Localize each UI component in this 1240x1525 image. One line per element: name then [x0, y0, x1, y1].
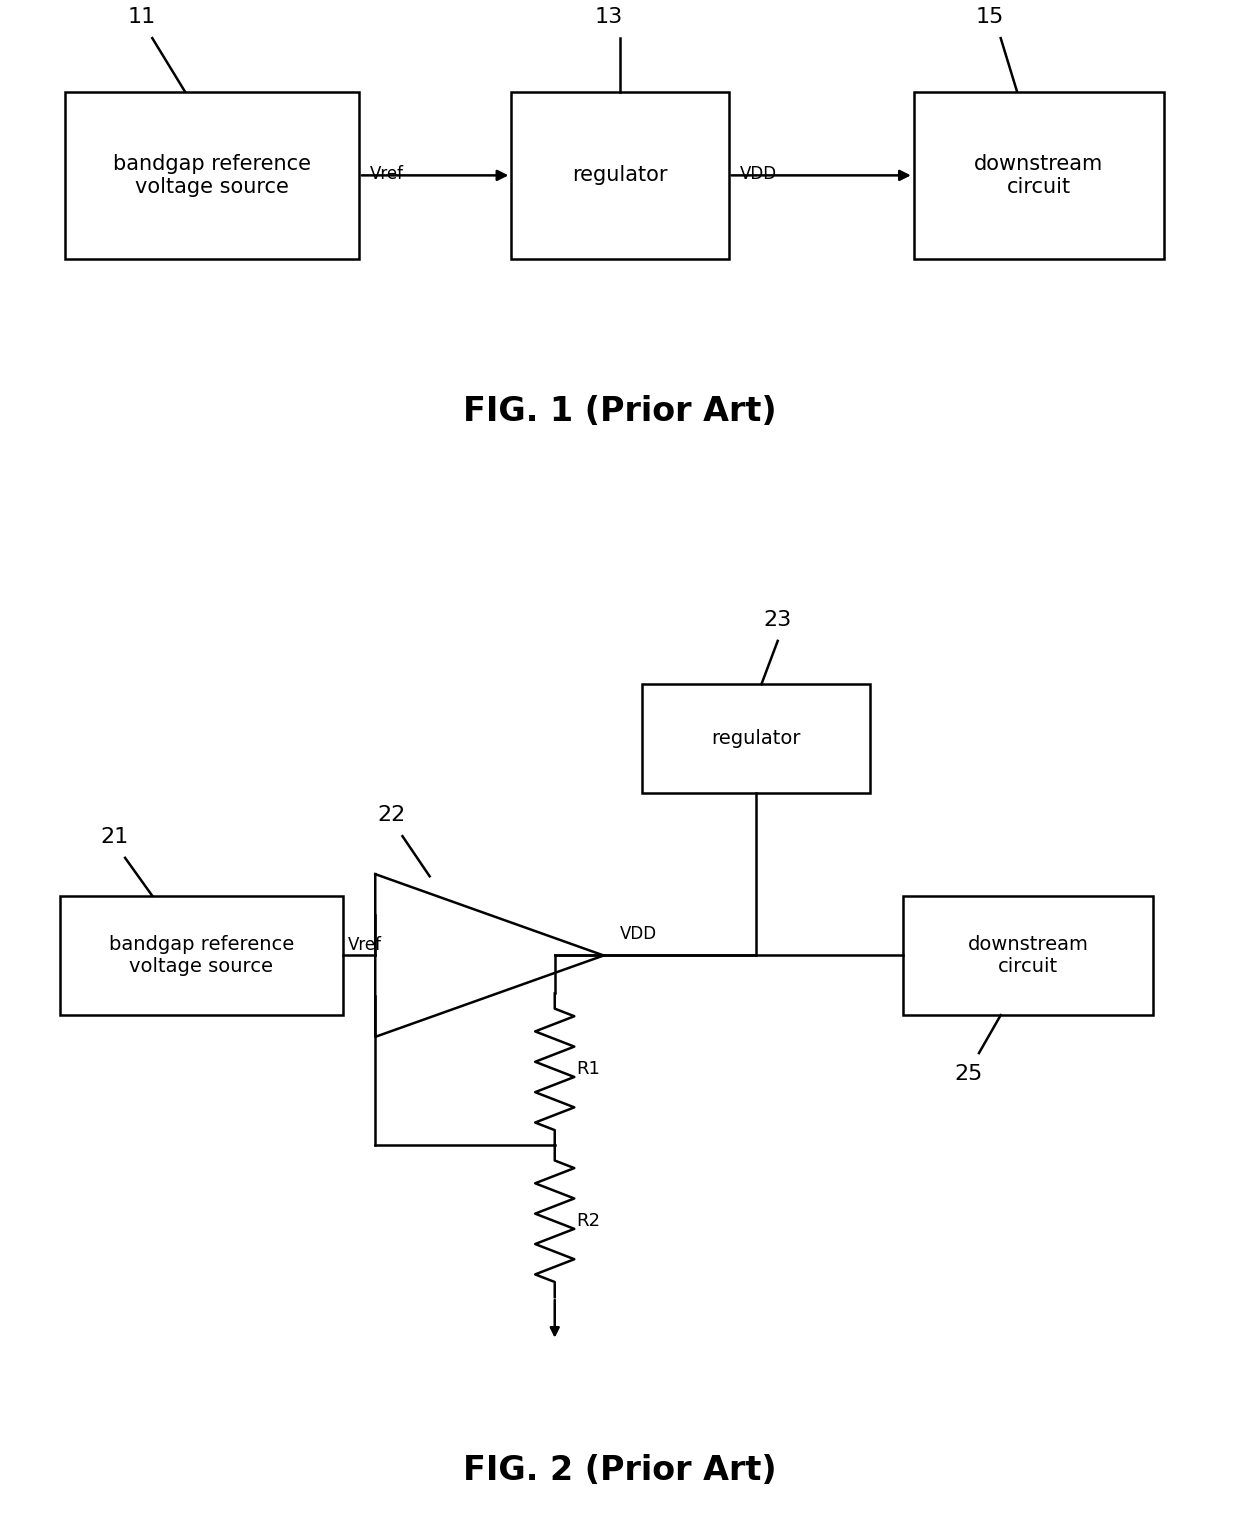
- Text: regulator: regulator: [712, 729, 801, 749]
- Text: Vref: Vref: [348, 936, 382, 953]
- Bar: [60, 895, 342, 1016]
- Text: 13: 13: [595, 8, 624, 27]
- Text: R1: R1: [577, 1060, 600, 1078]
- Text: downstream
circuit: downstream circuit: [975, 154, 1104, 197]
- Bar: [914, 92, 1164, 259]
- Text: FIG. 2 (Prior Art): FIG. 2 (Prior Art): [464, 1455, 776, 1487]
- Bar: [642, 685, 870, 793]
- Text: VDD: VDD: [620, 924, 657, 942]
- Text: 11: 11: [128, 8, 155, 27]
- Text: VDD: VDD: [739, 165, 776, 183]
- Text: FIG. 1 (Prior Art): FIG. 1 (Prior Art): [464, 395, 776, 429]
- Text: Vref: Vref: [370, 165, 404, 183]
- Text: 23: 23: [764, 610, 792, 630]
- Text: 25: 25: [954, 1064, 982, 1084]
- Text: bandgap reference
voltage source: bandgap reference voltage source: [113, 154, 311, 197]
- Text: 15: 15: [976, 8, 1004, 27]
- Text: 21: 21: [100, 827, 128, 846]
- Bar: [511, 92, 729, 259]
- Bar: [903, 895, 1153, 1016]
- Text: 22: 22: [377, 805, 405, 825]
- Text: bandgap reference
voltage source: bandgap reference voltage source: [109, 935, 294, 976]
- Bar: [66, 92, 358, 259]
- Text: R2: R2: [577, 1212, 600, 1231]
- Text: downstream
circuit: downstream circuit: [967, 935, 1089, 976]
- Text: regulator: regulator: [572, 165, 668, 186]
